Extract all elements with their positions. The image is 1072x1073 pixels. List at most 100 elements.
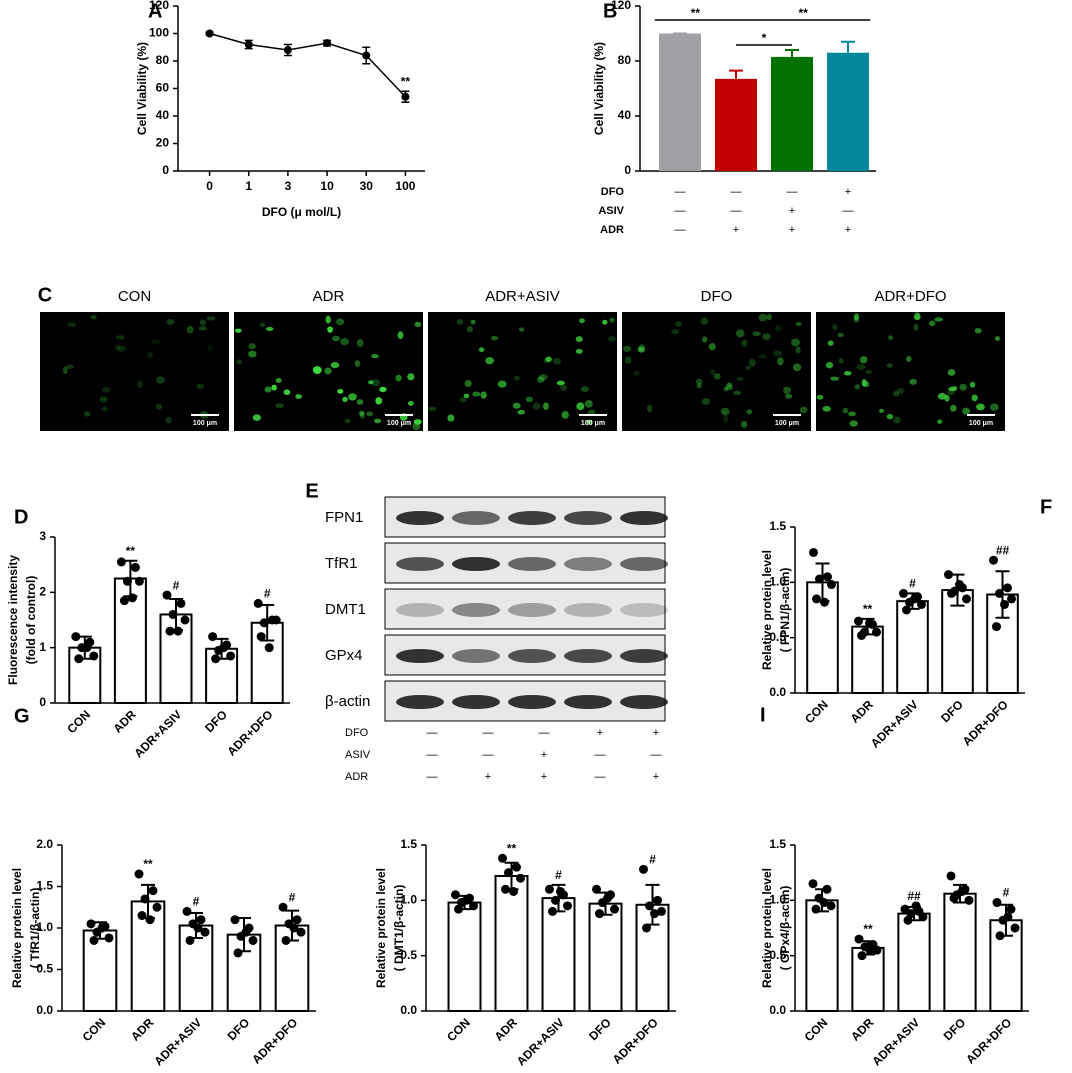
data-point xyxy=(1010,923,1020,933)
cell xyxy=(264,386,272,393)
y-tick-label: 2 xyxy=(39,585,46,599)
cell xyxy=(724,385,734,391)
y-tick-label: 1.5 xyxy=(400,837,417,851)
cell xyxy=(165,416,173,424)
cell xyxy=(849,420,858,427)
data-point xyxy=(264,643,274,653)
data-point xyxy=(82,643,92,653)
cell xyxy=(702,336,708,343)
data-point xyxy=(259,618,269,628)
x-tick-label: CON xyxy=(80,1015,109,1044)
x-tick-label: ADR+DFO xyxy=(963,1015,1014,1066)
cell xyxy=(466,325,473,333)
data-point xyxy=(992,622,1001,632)
cell xyxy=(407,373,415,381)
bar xyxy=(588,902,623,1012)
treatment-sign: + xyxy=(597,727,603,739)
data-point xyxy=(910,594,919,604)
cell xyxy=(832,323,838,331)
cell xyxy=(959,383,968,391)
image-title: ADR+ASIV xyxy=(485,288,560,305)
cell xyxy=(791,338,800,347)
treatment-name: DFO xyxy=(345,727,369,739)
cell xyxy=(994,336,1000,341)
treatment-sign: + xyxy=(485,771,491,783)
y-tick-label: 1.0 xyxy=(400,893,417,907)
cell xyxy=(379,386,387,393)
cell xyxy=(888,335,894,341)
cell xyxy=(854,384,861,390)
y-tick-label: 1.0 xyxy=(36,920,53,934)
cell xyxy=(752,331,761,337)
y-axis-label: ( DMT1/β-actin) xyxy=(392,885,406,972)
data-point xyxy=(610,904,619,914)
data-point xyxy=(903,915,913,925)
data-point xyxy=(642,923,651,933)
x-tick-label: CON xyxy=(64,707,93,736)
marker xyxy=(362,51,371,60)
data-point xyxy=(168,609,178,619)
data-point xyxy=(74,654,84,664)
cell xyxy=(792,363,802,372)
cell xyxy=(746,409,753,415)
cell xyxy=(934,317,944,322)
cell xyxy=(344,418,351,424)
error-bar xyxy=(729,69,743,79)
band xyxy=(452,603,500,617)
band xyxy=(620,695,668,709)
x-tick-label: ADR+ASIV xyxy=(868,697,921,750)
cell xyxy=(886,413,894,420)
cell xyxy=(586,419,593,425)
y-tick-label: 0.0 xyxy=(769,685,786,699)
treatment-sign: — xyxy=(595,771,606,783)
significance-label: ** xyxy=(126,544,136,558)
data-point xyxy=(454,904,463,914)
data-point xyxy=(173,626,183,636)
cell xyxy=(733,390,742,395)
data-point xyxy=(278,902,288,912)
cell xyxy=(969,381,976,388)
y-tick-label: 1 xyxy=(39,640,46,654)
y-tick-label: 2.0 xyxy=(36,837,53,851)
cell xyxy=(234,328,242,333)
y-axis-label: (fold of control) xyxy=(24,576,38,665)
cell xyxy=(609,317,615,323)
cell xyxy=(312,366,322,375)
data-point xyxy=(140,894,150,904)
significance-label: # xyxy=(264,587,271,601)
x-tick-label: ADR xyxy=(128,1015,157,1044)
y-tick-label: 60 xyxy=(156,81,170,95)
cell xyxy=(560,384,567,391)
data-point xyxy=(820,597,829,607)
bar xyxy=(659,33,701,171)
cell xyxy=(909,378,917,385)
bar xyxy=(897,912,931,1013)
data-point xyxy=(162,590,172,600)
data-point xyxy=(165,626,175,636)
data-point xyxy=(127,593,137,603)
y-tick-label: 1.5 xyxy=(36,879,53,893)
data-point xyxy=(180,615,190,625)
bar xyxy=(851,946,885,1012)
cell xyxy=(948,386,957,392)
data-point xyxy=(815,574,824,584)
band xyxy=(508,557,556,571)
cell xyxy=(947,369,956,376)
band xyxy=(620,603,668,617)
data-point xyxy=(501,884,510,894)
cell xyxy=(608,335,616,342)
cell xyxy=(928,320,936,327)
treatment-sign: — xyxy=(427,771,438,783)
cell xyxy=(623,345,632,353)
y-axis-label: ( FPN1/β-actin) xyxy=(778,568,792,653)
cell xyxy=(914,312,921,321)
treatment-sign: + xyxy=(845,186,851,198)
x-tick-label: 1 xyxy=(245,179,252,193)
y-axis-label: ( TfR1/β-actin) xyxy=(28,888,42,969)
cell xyxy=(637,347,644,353)
cell xyxy=(472,391,481,397)
data-point xyxy=(944,570,953,580)
marker xyxy=(283,46,292,54)
y-tick-label: 1.5 xyxy=(769,519,786,533)
data-point xyxy=(811,904,821,914)
